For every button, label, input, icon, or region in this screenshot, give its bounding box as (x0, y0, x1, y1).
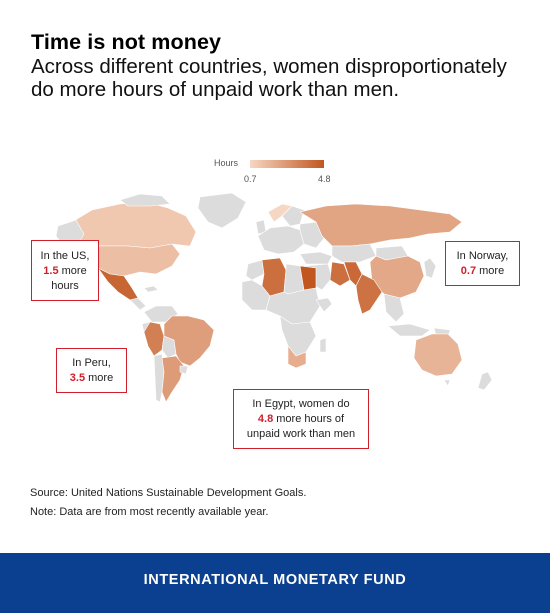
country-horn-of-africa (315, 297, 333, 313)
legend-max-label: 4.8 (318, 174, 331, 184)
country-caribbean (143, 285, 159, 293)
country-southeast-asia (383, 293, 405, 323)
callout-peru-mid: more (85, 372, 114, 384)
callout-us-line1: In the US, (40, 250, 90, 262)
country-indonesia (387, 323, 431, 337)
country-argentina (161, 355, 185, 403)
country-south-africa (287, 345, 307, 369)
callout-peru: In Peru, 3.5 more (56, 348, 127, 393)
country-uruguay (179, 365, 189, 375)
country-australia (413, 333, 463, 377)
callout-peru-line1: In Peru, (72, 357, 111, 369)
callout-us-mid: more (58, 265, 87, 277)
countries-layer (55, 192, 493, 403)
legend-title: Hours (214, 158, 239, 168)
source-note: Source: United Nations Sustainable Devel… (30, 487, 307, 499)
callout-norway-value: 0.7 (460, 265, 477, 277)
page-title: Time is not money (31, 30, 222, 54)
callout-us-line3: hours (51, 280, 79, 292)
callout-peru-value: 3.5 (69, 372, 86, 384)
country-new-zealand (477, 371, 493, 391)
country-tasmania (443, 379, 451, 387)
country-morocco (245, 259, 265, 281)
country-brazil (163, 315, 215, 367)
data-note: Note: Data are from most recently availa… (30, 506, 269, 518)
country-kazakhstan-central-asia (331, 243, 377, 263)
page-subtitle: Across different countries, women dispro… (31, 55, 507, 101)
callout-us-value: 1.5 (43, 265, 59, 277)
callout-egypt-line3: unpaid work than men (246, 428, 356, 440)
country-northern-europe (281, 205, 305, 227)
callout-egypt-mid: more hours of (273, 413, 345, 425)
country-central-america (129, 297, 147, 311)
country-russia (299, 203, 463, 247)
footer-bar: INTERNATIONAL MONETARY FUND (0, 553, 550, 613)
country-turkey (299, 251, 333, 265)
callout-norway-mid: more (476, 265, 505, 277)
country-colombia-venezuela (143, 305, 179, 323)
callout-egypt-value: 4.8 (257, 413, 274, 425)
country-iran (329, 261, 351, 287)
country-greenland (197, 192, 247, 229)
callout-egypt: In Egypt, women do 4.8 more hours of unp… (233, 389, 369, 449)
country-korea-japan (423, 257, 437, 279)
callout-norway: In Norway, 0.7 more (445, 241, 520, 286)
world-choropleth-map (55, 192, 493, 403)
callout-norway-line1: In Norway, (456, 250, 509, 262)
country-peru (143, 321, 165, 357)
org-name: INTERNATIONAL MONETARY FUND (143, 572, 407, 588)
callout-us: In the US, 1.5 more hours (31, 240, 99, 301)
country-arctic-islands (119, 193, 171, 207)
country-madagascar (319, 337, 327, 353)
legend-color-bar (250, 160, 324, 168)
country-india (355, 273, 383, 315)
legend-min-label: 0.7 (244, 174, 257, 184)
callout-egypt-line1: In Egypt, women do (252, 398, 350, 410)
